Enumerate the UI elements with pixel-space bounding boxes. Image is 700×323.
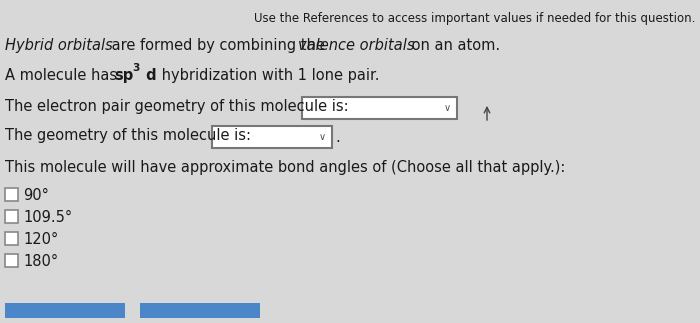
Text: sp: sp [114,68,133,83]
Text: The geometry of this molecule is:: The geometry of this molecule is: [5,128,251,143]
Text: are formed by combining the: are formed by combining the [107,38,330,53]
Text: 90°: 90° [23,188,49,203]
Bar [140,303,260,318]
Text: hybridization with 1 lone pair.: hybridization with 1 lone pair. [157,68,379,83]
Text: 180°: 180° [23,254,58,269]
Text: Hybrid orbitals: Hybrid orbitals [5,38,113,53]
Bar [5,254,18,267]
Text: Use the References to access important values if needed for this question.: Use the References to access important v… [253,12,695,25]
Bar [5,232,18,245]
Bar [5,188,18,201]
Bar [5,303,125,318]
Text: The electron pair geometry of this molecule is:: The electron pair geometry of this molec… [5,99,349,114]
Text: .: . [335,130,340,144]
Bar [302,97,457,119]
Text: 120°: 120° [23,232,58,247]
Text: ∨: ∨ [443,103,451,113]
Text: 109.5°: 109.5° [23,210,72,225]
Text: 3: 3 [132,63,139,73]
Text: ∨: ∨ [318,132,326,142]
Text: d: d [141,68,157,83]
Bar [5,210,18,223]
Text: A molecule has: A molecule has [5,68,122,83]
Text: on an atom.: on an atom. [407,38,500,53]
Bar [212,126,332,148]
Text: This molecule will have approximate bond angles of (Choose all that apply.):: This molecule will have approximate bond… [5,160,566,175]
Text: valence orbitals: valence orbitals [298,38,414,53]
